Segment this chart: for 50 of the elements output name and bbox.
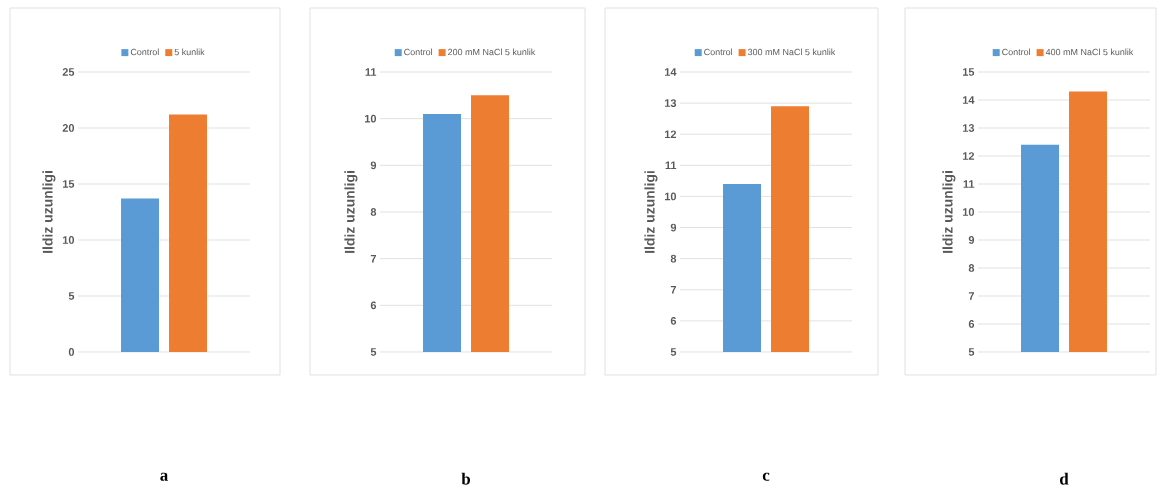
y-tick-label: 6 — [968, 320, 975, 328]
y-tick-label: 5 — [370, 348, 377, 356]
y-tick-label: 15 — [62, 180, 75, 188]
y-tick-label: 8 — [670, 254, 677, 263]
y-tick-label: 20 — [62, 124, 75, 132]
y-tick-label: 14 — [664, 68, 677, 76]
y-tick-label: 7 — [370, 254, 377, 263]
text: d — [1059, 472, 1069, 485]
y-tick-label: 6 — [670, 317, 677, 325]
y-tick-label: 25 — [62, 68, 75, 76]
y-axis-title: Ildiz uzunligi — [644, 171, 658, 253]
y-tick-label: 6 — [370, 301, 377, 310]
legend-label: Control — [404, 48, 433, 56]
text: a — [160, 472, 168, 481]
y-axis-title: Ildiz uzunligi — [942, 171, 956, 253]
y-tick-label: 13 — [664, 99, 677, 107]
text: c — [762, 472, 770, 481]
legend-label: 5 kunlik — [174, 48, 205, 56]
y-tick-label: 11 — [665, 161, 677, 170]
y-tick-label: 12 — [664, 130, 677, 139]
y-tick-label: 9 — [968, 236, 975, 244]
y-tick-label: 5 — [968, 348, 975, 356]
y-tick-label: 9 — [670, 223, 677, 232]
y-tick-label: 10 — [62, 236, 75, 244]
legend-label: 300 mM NaCl 5 kunlik — [747, 48, 836, 56]
y-tick-label: 13 — [962, 124, 975, 132]
text: b — [461, 472, 471, 485]
y-tick-label: 12 — [962, 152, 975, 160]
y-axis-title: Ildiz uzunligi — [344, 171, 358, 253]
y-tick-label: 11 — [365, 68, 377, 76]
legend-label: 200 mM NaCl 5 kunlik — [448, 48, 536, 56]
y-tick-label: 15 — [962, 68, 975, 76]
legend-label: 400 mM NaCl 5 kunlik — [1045, 48, 1134, 56]
legend-label: Control — [130, 48, 159, 56]
y-tick-label: 8 — [968, 264, 975, 272]
y-tick-label: 10 — [364, 114, 377, 123]
y-tick-label: 8 — [370, 208, 377, 216]
y-tick-label: 5 — [670, 348, 677, 356]
y-tick-label: 11 — [963, 180, 975, 188]
legend-label: Control — [1002, 48, 1031, 56]
y-tick-label: 7 — [670, 286, 677, 294]
y-tick-label: 14 — [962, 96, 975, 104]
y-tick-label: 10 — [664, 192, 677, 201]
y-tick-label: 7 — [968, 292, 975, 300]
y-tick-label: 9 — [370, 161, 377, 170]
legend-label: Control — [704, 48, 733, 56]
y-tick-label: 5 — [68, 292, 75, 300]
y-tick-label: 0 — [68, 348, 75, 356]
y-axis-title: Ildiz uzunligi — [42, 171, 56, 253]
y-tick-label: 10 — [962, 208, 975, 216]
